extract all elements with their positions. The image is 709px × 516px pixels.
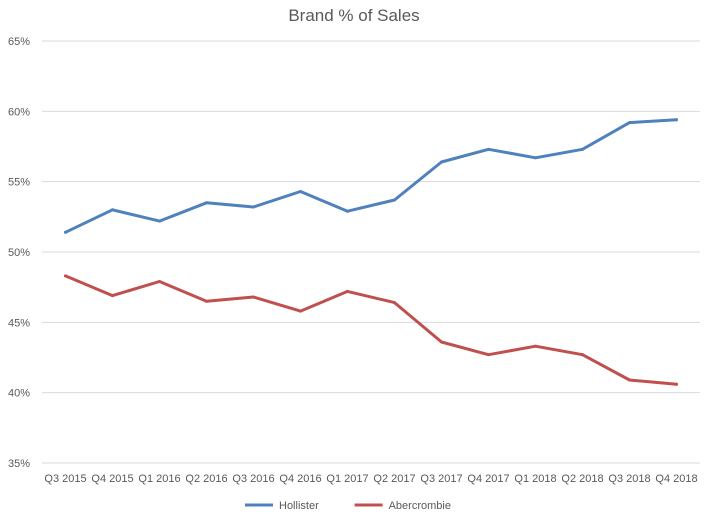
legend: Hollister Abercrombie bbox=[245, 500, 451, 512]
x-axis-ticks: Q3 2015 Q4 2015 Q1 2016 Q2 2016 Q3 2016 Q4 20… bbox=[44, 473, 697, 485]
data-point-hollister bbox=[346, 209, 349, 213]
data-point-hollister bbox=[205, 201, 208, 205]
data-point-hollister bbox=[252, 205, 255, 209]
chart-title: Brand % of Sales bbox=[288, 6, 419, 25]
data-point-abercrombie bbox=[628, 378, 631, 382]
data-point-hollister bbox=[158, 219, 161, 223]
y-tick-label: 55% bbox=[8, 177, 30, 189]
x-tick-label: Q1 2018 bbox=[514, 473, 556, 485]
data-point-abercrombie bbox=[158, 280, 161, 284]
data-point-abercrombie bbox=[252, 295, 255, 299]
data-point-hollister bbox=[534, 156, 537, 160]
data-point-abercrombie bbox=[534, 344, 537, 348]
data-point-abercrombie bbox=[299, 309, 302, 313]
data-point-abercrombie bbox=[487, 353, 490, 357]
y-axis-ticks: 35% 40% 45% 50% 55% 60% 65% bbox=[8, 36, 30, 470]
data-point-hollister bbox=[487, 147, 490, 151]
y-tick-label: 40% bbox=[8, 388, 30, 400]
data-point-hollister bbox=[64, 230, 67, 234]
x-tick-label: Q4 2017 bbox=[467, 473, 509, 485]
x-tick-label: Q3 2018 bbox=[608, 473, 650, 485]
x-tick-label: Q3 2015 bbox=[44, 473, 86, 485]
x-tick-label: Q2 2018 bbox=[561, 473, 603, 485]
legend-label-abercrombie: Abercrombie bbox=[389, 500, 451, 512]
x-tick-label: Q3 2016 bbox=[232, 473, 274, 485]
data-point-abercrombie bbox=[111, 294, 114, 298]
data-point-hollister bbox=[581, 147, 584, 151]
data-point-abercrombie bbox=[64, 274, 67, 278]
y-tick-label: 60% bbox=[8, 106, 30, 118]
data-point-abercrombie bbox=[675, 382, 678, 386]
x-tick-label: Q4 2016 bbox=[279, 473, 321, 485]
data-point-hollister bbox=[440, 160, 443, 164]
data-point-hollister bbox=[628, 121, 631, 125]
data-point-abercrombie bbox=[440, 340, 443, 344]
gridlines bbox=[42, 40, 700, 464]
data-point-abercrombie bbox=[581, 353, 584, 357]
data-point-abercrombie bbox=[205, 299, 208, 303]
x-tick-label: Q1 2017 bbox=[326, 473, 368, 485]
data-point-abercrombie bbox=[393, 301, 396, 305]
x-tick-label: Q3 2017 bbox=[420, 473, 462, 485]
legend-label-hollister: Hollister bbox=[279, 500, 319, 512]
x-tick-label: Q4 2018 bbox=[655, 473, 697, 485]
data-point-hollister bbox=[299, 190, 302, 194]
x-tick-label: Q2 2017 bbox=[373, 473, 415, 485]
x-tick-label: Q2 2016 bbox=[185, 473, 227, 485]
x-tick-label: Q1 2016 bbox=[138, 473, 180, 485]
y-tick-label: 35% bbox=[8, 458, 30, 470]
y-tick-label: 50% bbox=[8, 247, 30, 259]
series-lines bbox=[64, 118, 678, 386]
x-tick-label: Q4 2015 bbox=[91, 473, 133, 485]
series-line-abercrombie bbox=[64, 274, 678, 386]
data-point-hollister bbox=[393, 198, 396, 202]
series-line-hollister bbox=[64, 118, 678, 234]
data-point-hollister bbox=[111, 208, 114, 212]
y-tick-label: 45% bbox=[8, 317, 30, 329]
data-point-abercrombie bbox=[346, 289, 349, 293]
y-tick-label: 65% bbox=[8, 36, 30, 48]
data-point-hollister bbox=[675, 118, 678, 122]
